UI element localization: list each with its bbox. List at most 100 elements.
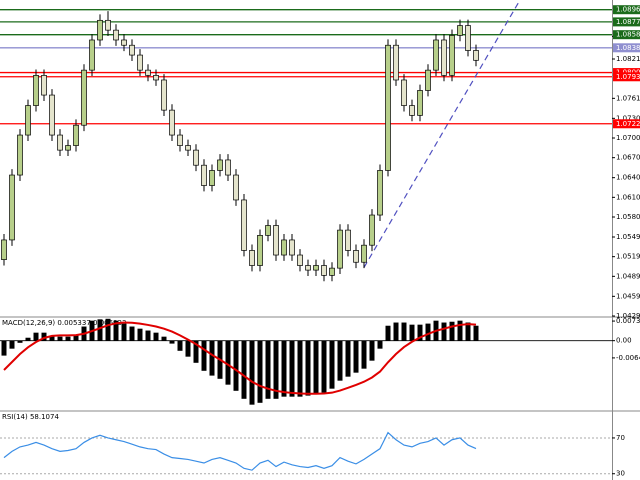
y-tick-label: 1.05495 xyxy=(616,233,640,241)
histogram-bar xyxy=(417,324,423,341)
candle-body xyxy=(281,239,287,256)
candle-body xyxy=(433,39,439,71)
level-label: 1.08962 xyxy=(616,6,640,14)
candle-body xyxy=(393,44,399,81)
histogram-bar xyxy=(177,340,183,351)
candle-body xyxy=(113,29,119,41)
candle-body xyxy=(457,25,463,36)
histogram-bar xyxy=(129,326,135,341)
candle-body xyxy=(425,69,431,91)
candle-body xyxy=(345,229,351,251)
level-label: 1.07222 xyxy=(616,120,640,128)
candle-body xyxy=(441,39,447,76)
histogram-bar xyxy=(249,340,255,405)
y-tick-label: 1.05195 xyxy=(616,253,640,261)
candle-body xyxy=(409,105,415,116)
y-tick-label: 0.007348 xyxy=(616,317,640,325)
histogram-bar xyxy=(353,340,359,373)
histogram-bar xyxy=(265,340,271,399)
candle-body xyxy=(145,69,151,76)
y-tick-label: 1.04590 xyxy=(616,292,640,300)
y-tick-label: 1.07610 xyxy=(616,94,640,102)
candle-body xyxy=(193,149,199,166)
rsi-line xyxy=(3,431,477,471)
y-tick-label: 1.06400 xyxy=(616,174,640,182)
histogram-bar xyxy=(473,325,479,341)
candle-body xyxy=(33,75,39,106)
histogram-bar xyxy=(441,322,447,341)
level-label: 1.08776 xyxy=(616,18,640,26)
candle-body xyxy=(89,39,95,71)
candle-body xyxy=(73,124,79,146)
candle-body xyxy=(369,214,375,246)
candle-body xyxy=(209,170,215,186)
candle-body xyxy=(121,39,127,46)
candle-body xyxy=(129,44,135,56)
y-tick-label: 1.05800 xyxy=(616,213,640,221)
candle-body xyxy=(353,250,359,263)
candle-body xyxy=(233,174,239,201)
histogram-bar xyxy=(273,340,279,399)
candle-body xyxy=(217,159,223,171)
candle-body xyxy=(105,19,111,31)
histogram-bar xyxy=(465,322,471,341)
y-tick-label: 1.06705 xyxy=(616,154,640,162)
candle-body xyxy=(81,69,87,126)
candle-body xyxy=(265,225,271,236)
candle-body xyxy=(185,145,191,151)
histogram-bar xyxy=(337,340,343,381)
y-tick-label: 1.07005 xyxy=(616,134,640,142)
histogram-bar xyxy=(17,340,23,343)
trendline xyxy=(363,0,521,268)
histogram-bar xyxy=(241,340,247,399)
candle-body xyxy=(401,79,407,106)
histogram-bar xyxy=(305,340,311,396)
histogram-bar xyxy=(33,332,39,341)
histogram-bar xyxy=(425,323,431,341)
candle-body xyxy=(225,159,231,176)
candle-body xyxy=(17,134,23,176)
histogram-bar xyxy=(297,340,303,397)
y-tick-label: 1.04895 xyxy=(616,272,640,280)
histogram-bar xyxy=(329,340,335,389)
y-tick-label: 0.00 xyxy=(616,337,632,345)
histogram-bar xyxy=(49,335,55,341)
histogram-bar xyxy=(9,340,15,349)
y-tick-label: 70 xyxy=(616,434,625,442)
level-label-bg xyxy=(613,17,640,27)
histogram-bar xyxy=(137,328,143,341)
histogram-bar xyxy=(25,337,31,341)
histogram-bar xyxy=(145,330,151,341)
candle-body xyxy=(321,265,327,276)
histogram-bar xyxy=(457,320,463,341)
histogram-bar xyxy=(225,340,231,385)
histogram-bar xyxy=(73,334,79,341)
level-label-bg xyxy=(613,43,640,53)
level-label-bg xyxy=(613,30,640,40)
histogram-bar xyxy=(1,340,7,356)
histogram-bar xyxy=(121,323,127,341)
y-tick-label: -0.006464 xyxy=(616,354,640,362)
histogram-bar xyxy=(289,340,295,397)
rsi-title: RSI(14) 58.1074 xyxy=(2,413,59,421)
level-label-bg xyxy=(613,119,640,129)
histogram-bar xyxy=(57,336,63,341)
candle-body xyxy=(361,244,367,263)
histogram-bar xyxy=(361,340,367,369)
histogram-bar xyxy=(345,340,351,377)
histogram-bar xyxy=(209,340,215,376)
candle-body xyxy=(257,235,263,266)
candle-body xyxy=(97,19,103,41)
signal-line xyxy=(3,321,477,395)
candle-body xyxy=(313,265,319,271)
y-tick-label: 1.06100 xyxy=(616,193,640,201)
candle-body xyxy=(65,145,71,151)
candle-body xyxy=(25,105,31,136)
histogram-bar xyxy=(233,340,239,391)
histogram-bar xyxy=(281,340,287,397)
macd-title: MACD(12,26,9) 0.005337 0.006033 xyxy=(2,319,126,327)
histogram-bar xyxy=(65,336,71,341)
candle-body xyxy=(161,79,167,111)
